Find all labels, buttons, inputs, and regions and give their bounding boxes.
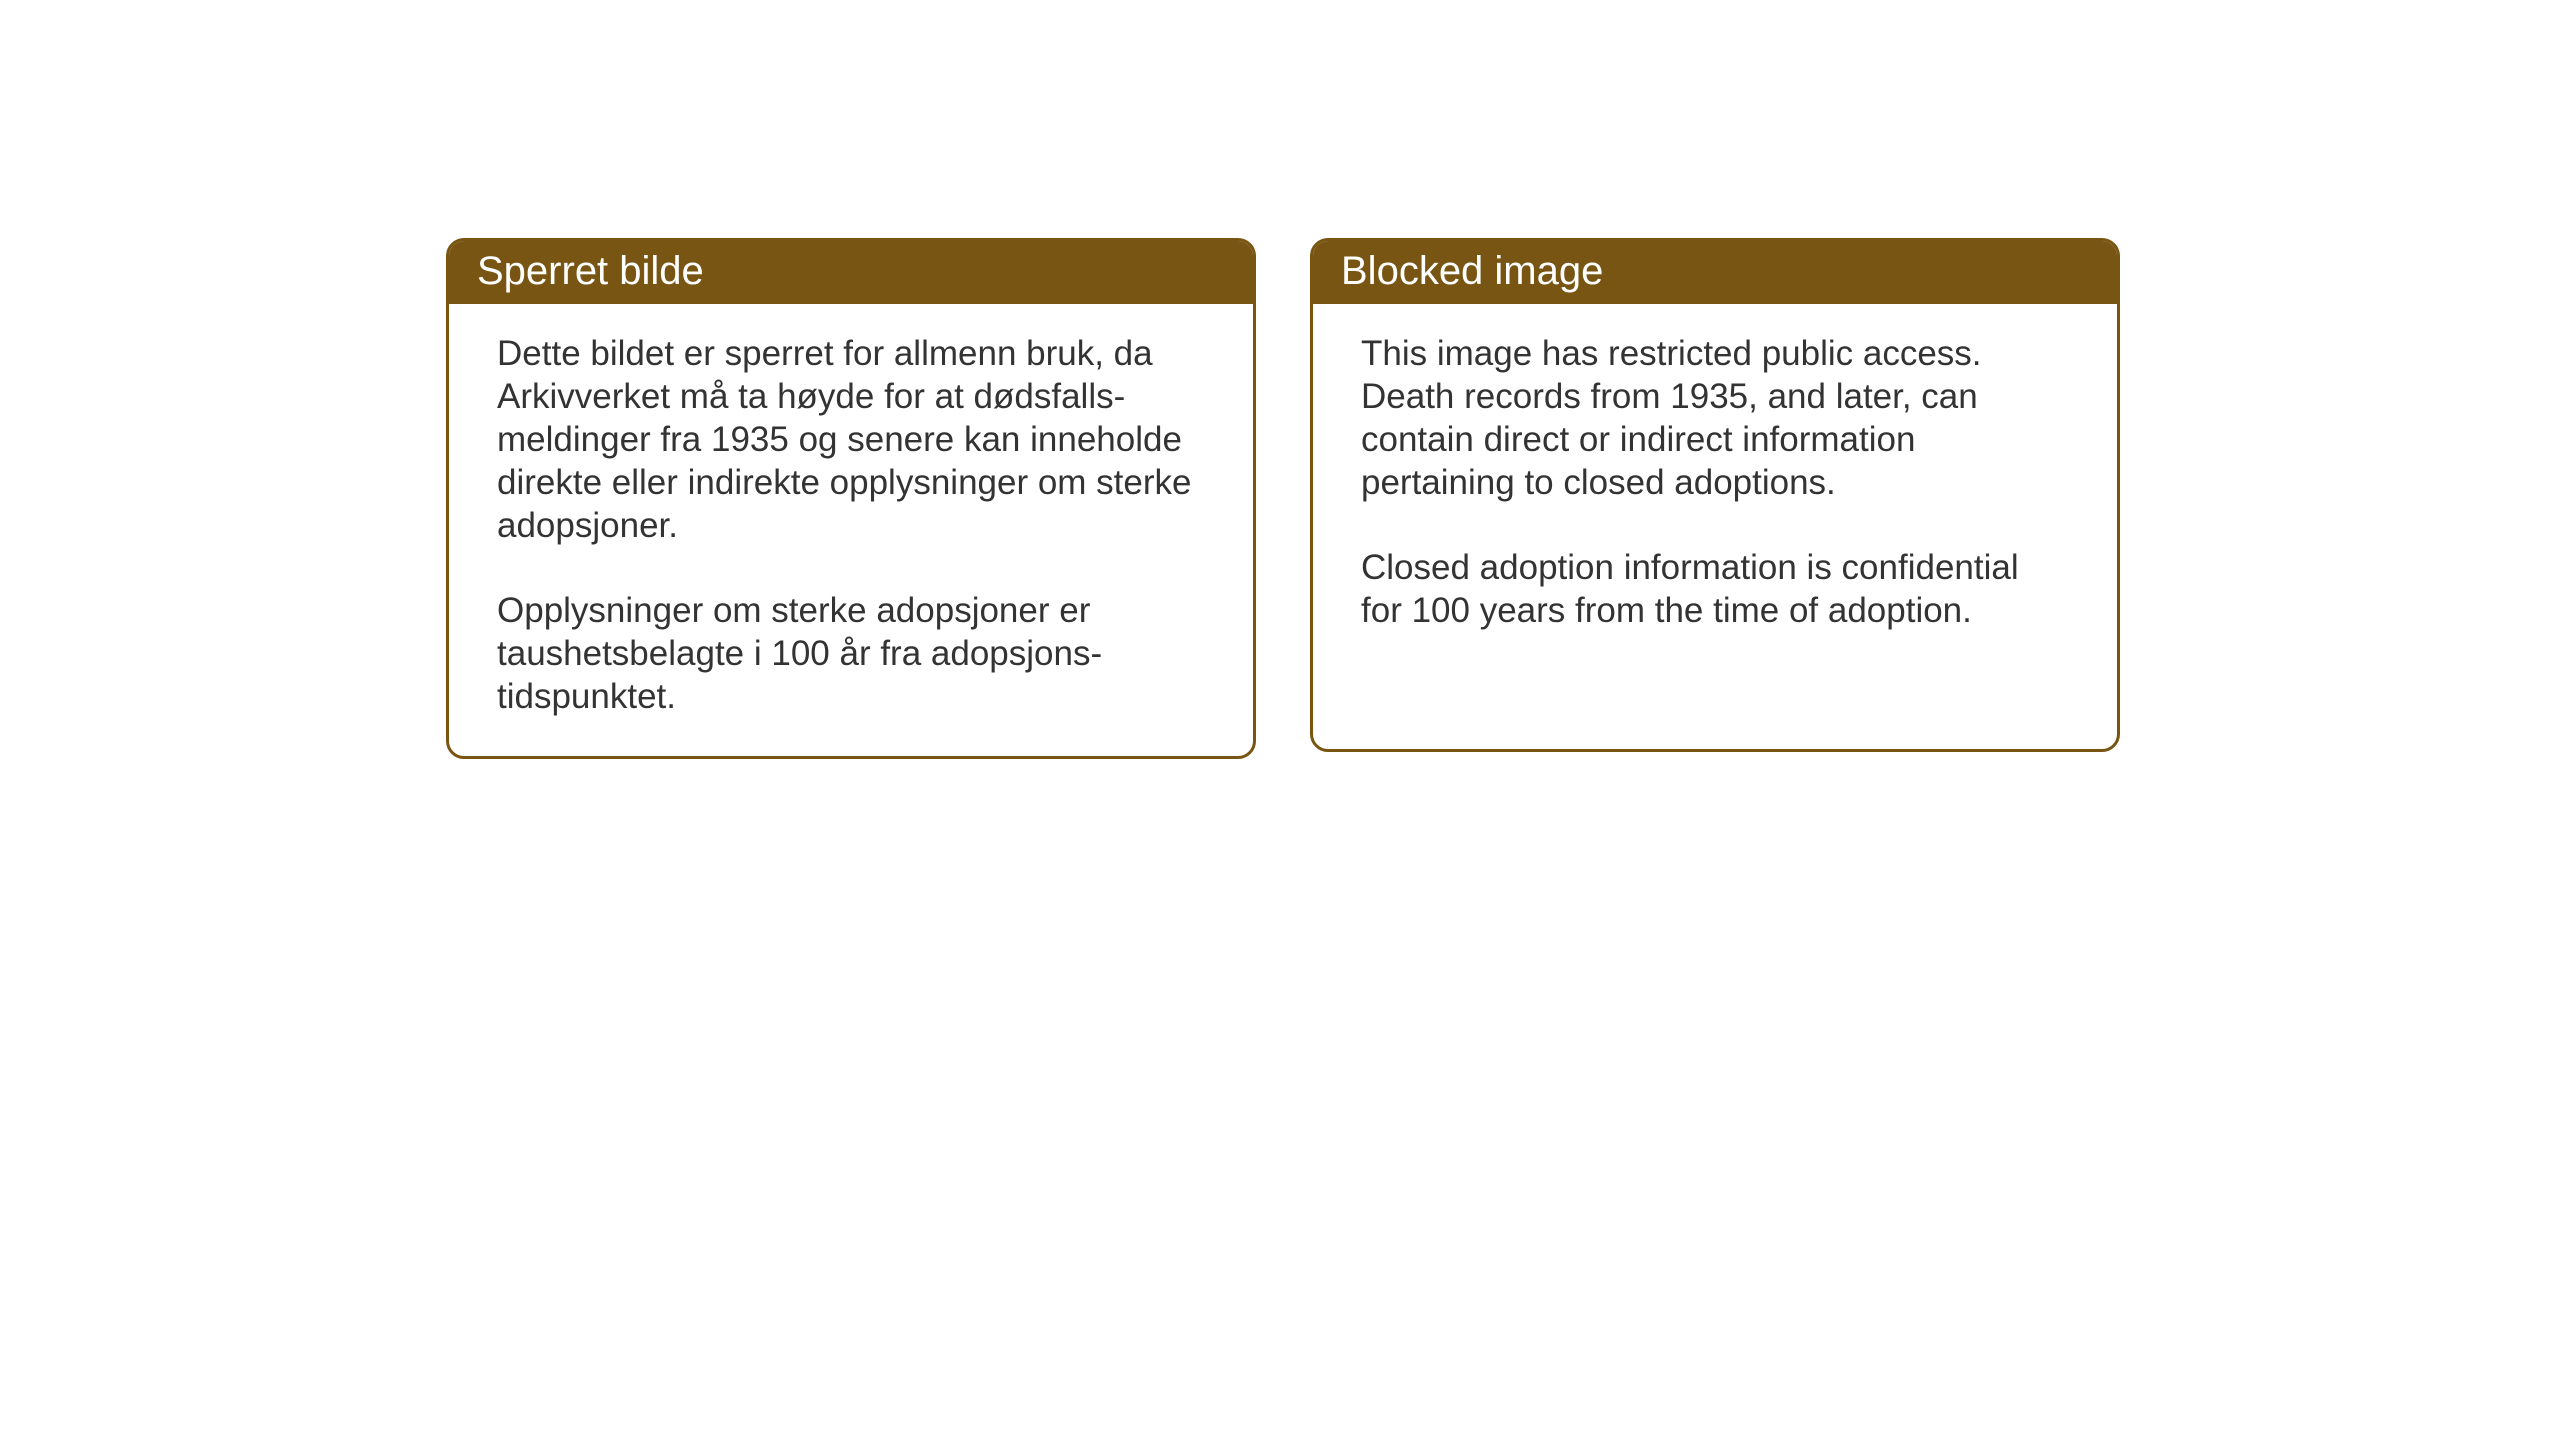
notice-header-english: Blocked image [1313,241,2117,304]
notice-paragraph-2-norwegian: Opplysninger om sterke adopsjoner er tau… [497,589,1205,718]
notice-body-english: This image has restricted public access.… [1313,304,2117,670]
notice-title-norwegian: Sperret bilde [477,249,704,293]
notice-header-norwegian: Sperret bilde [449,241,1253,304]
notice-title-english: Blocked image [1341,249,1603,293]
notice-paragraph-2-english: Closed adoption information is confident… [1361,546,2069,632]
notice-container: Sperret bilde Dette bildet er sperret fo… [446,238,2120,759]
notice-card-norwegian: Sperret bilde Dette bildet er sperret fo… [446,238,1256,759]
notice-paragraph-1-english: This image has restricted public access.… [1361,332,2069,504]
notice-paragraph-1-norwegian: Dette bildet er sperret for allmenn bruk… [497,332,1205,547]
notice-card-english: Blocked image This image has restricted … [1310,238,2120,752]
notice-body-norwegian: Dette bildet er sperret for allmenn bruk… [449,304,1253,756]
